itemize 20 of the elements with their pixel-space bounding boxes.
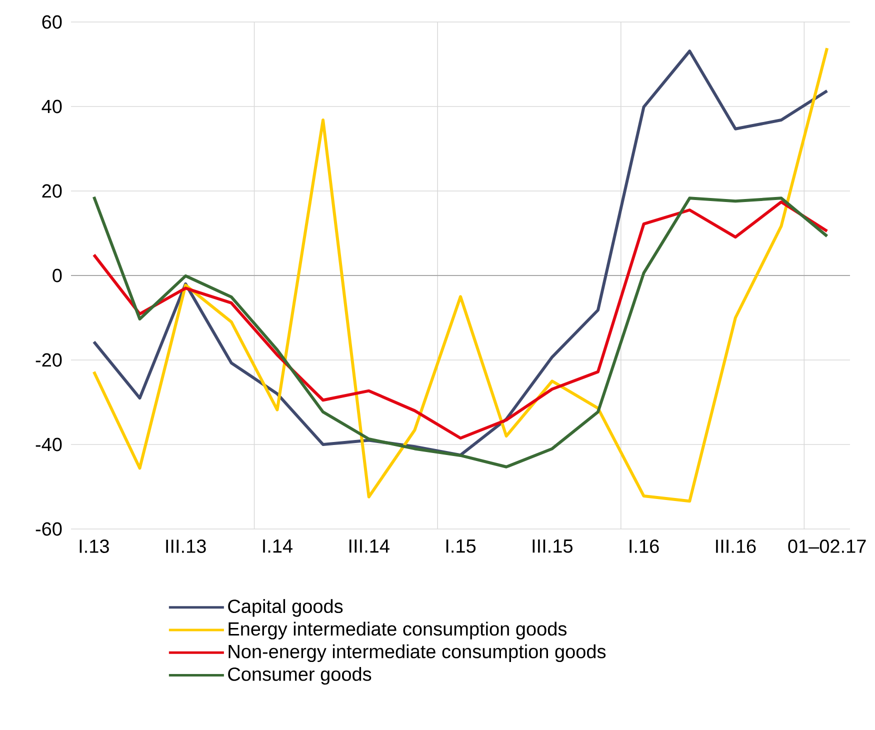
x-tick-label: I.16 (630, 540, 659, 553)
y-tick-label: -40 (36, 438, 62, 452)
x-tick-label: I.13 (80, 540, 109, 553)
legend-label: Capital goods (228, 599, 343, 617)
legend-label: Energy intermediate consumption goods (228, 622, 567, 640)
x-tick-label: III.16 (716, 540, 756, 553)
y-tick-label: -20 (36, 353, 62, 367)
legend-label: Non-energy intermediate consumption goods (228, 644, 606, 662)
x-tick-label: III.15 (532, 540, 572, 553)
x-tick-label: I.14 (263, 540, 292, 553)
x-tick-label: III.13 (166, 540, 206, 553)
y-tick-label: 40 (42, 100, 62, 114)
x-tick-label: III.14 (349, 540, 390, 553)
y-tick-label: 0 (52, 268, 62, 282)
y-tick-label: 60 (42, 15, 62, 29)
x-tick-label: I.15 (446, 540, 476, 553)
x-tick-label: 01–02.17 (788, 540, 866, 553)
legend-label: Consumer goods (228, 666, 372, 685)
y-tick-label: 20 (42, 184, 62, 198)
y-tick-label: -60 (36, 522, 62, 536)
